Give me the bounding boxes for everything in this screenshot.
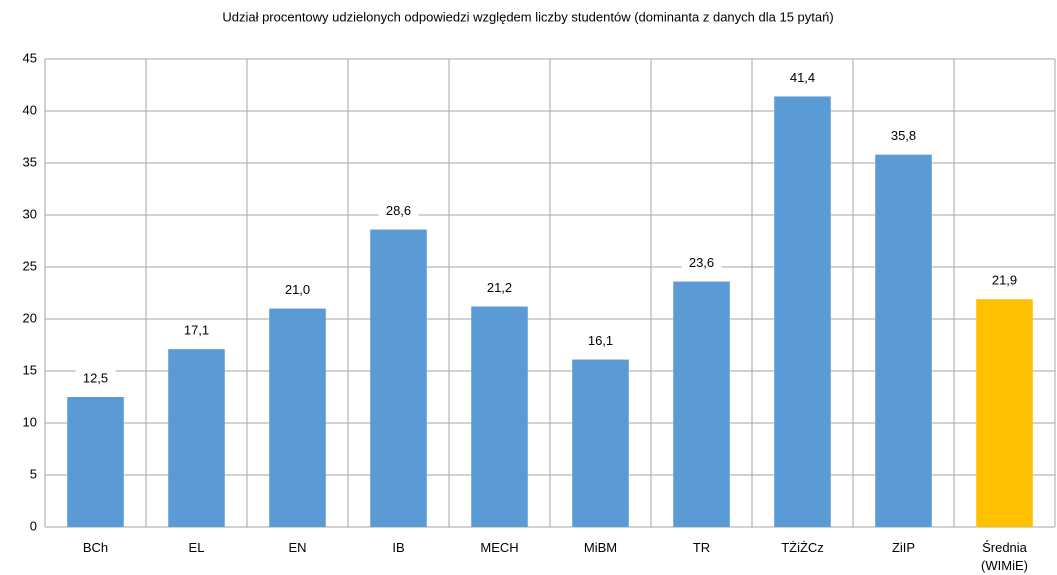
label-bg bbox=[984, 270, 1025, 291]
bar bbox=[774, 96, 831, 527]
bar bbox=[370, 229, 427, 527]
bar bbox=[67, 397, 124, 527]
label-bg bbox=[277, 279, 318, 300]
label-bg bbox=[580, 330, 621, 351]
label-bg bbox=[883, 125, 924, 146]
bar bbox=[471, 306, 528, 527]
label-bg bbox=[479, 277, 520, 298]
label-bg bbox=[782, 67, 823, 88]
x-tick-label: EN bbox=[288, 540, 307, 555]
data-label: 35,8 bbox=[891, 128, 916, 143]
x-tick-label: TŻiŻCz bbox=[781, 540, 824, 555]
y-tick-label: 40 bbox=[23, 102, 37, 117]
y-tick-label: 20 bbox=[23, 310, 37, 325]
label-bg bbox=[75, 368, 116, 388]
y-tick-label: 35 bbox=[23, 154, 37, 169]
label-bg bbox=[681, 252, 722, 273]
bar bbox=[572, 359, 629, 527]
bar bbox=[673, 281, 730, 527]
data-label: 12,5 bbox=[83, 370, 108, 385]
x-tick-label: BCh bbox=[82, 540, 109, 555]
bar bbox=[875, 154, 932, 527]
y-tick-label: 30 bbox=[23, 206, 37, 221]
data-label: 23,6 bbox=[689, 255, 714, 270]
bar bbox=[976, 299, 1033, 527]
label-bg bbox=[176, 320, 217, 341]
x-tick-label: Średnia (WIMiE) bbox=[981, 540, 1028, 573]
y-tick-label: 25 bbox=[23, 258, 37, 273]
x-tick-label: ZiIP bbox=[891, 540, 916, 555]
x-tick-label: MiBM bbox=[583, 540, 618, 555]
y-tick-label: 10 bbox=[23, 414, 37, 429]
x-tick-label: TR bbox=[692, 540, 711, 555]
data-label: 21,0 bbox=[285, 282, 310, 297]
data-label: 21,9 bbox=[992, 273, 1017, 288]
y-tick-label: 5 bbox=[30, 466, 37, 481]
chart-title: Udział procentowy udzielonych odpowiedzi… bbox=[222, 9, 833, 24]
label-bg bbox=[378, 200, 419, 221]
x-tick-label: EL bbox=[188, 540, 205, 555]
data-label: 17,1 bbox=[184, 323, 209, 338]
x-tick-label: MECH bbox=[480, 540, 519, 555]
y-tick-label: 0 bbox=[30, 518, 37, 533]
data-label: 16,1 bbox=[588, 333, 613, 348]
bar bbox=[269, 308, 326, 527]
data-label: 28,6 bbox=[386, 203, 411, 218]
x-tick-label: IB bbox=[392, 540, 405, 555]
y-tick-label: 15 bbox=[23, 362, 37, 377]
data-label: 21,2 bbox=[487, 280, 512, 295]
bar bbox=[168, 349, 225, 527]
data-label: 41,4 bbox=[790, 70, 815, 85]
y-tick-label: 45 bbox=[23, 50, 37, 65]
